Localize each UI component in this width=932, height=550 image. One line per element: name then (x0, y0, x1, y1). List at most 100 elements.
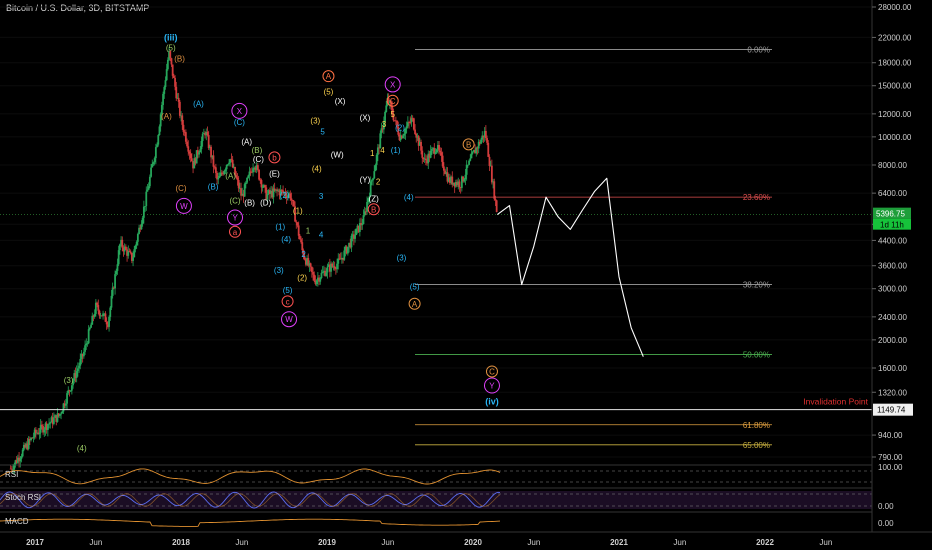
candle-body (478, 141, 481, 144)
candle-body (218, 176, 221, 178)
candle-body (462, 176, 464, 182)
candle-body (80, 353, 83, 359)
indicator-pane-stoch-rsi: Stoch RSI (0, 487, 872, 509)
candle-body (360, 223, 362, 226)
candle-body (19, 458, 22, 462)
wave-label: 4 (380, 146, 385, 155)
wave-label: (2) (280, 191, 290, 200)
price-tick-label: 1320.00 (878, 388, 907, 397)
price-tick-label: 2400.00 (878, 313, 907, 322)
candle-body (190, 158, 193, 162)
candle-body (176, 97, 179, 99)
candle-body (452, 182, 455, 185)
candle-body (33, 429, 36, 437)
candle-body (265, 187, 268, 200)
candle-body (247, 175, 250, 178)
wave-circle (175, 197, 192, 214)
wave-label: (A) (241, 138, 252, 147)
candle-body (406, 122, 409, 127)
candle-body (126, 249, 128, 256)
invalidation-badge (873, 403, 913, 416)
candle-body (171, 64, 174, 76)
fib-label: 61.80% (743, 421, 770, 430)
candle-body (351, 234, 354, 236)
candle-body (129, 251, 132, 253)
candle-body (368, 196, 371, 199)
candle-body (118, 244, 121, 251)
candle-body (350, 235, 353, 248)
wave-label: (3) (274, 266, 284, 275)
wave-label: (D) (260, 199, 271, 208)
wave-label: X (390, 80, 396, 89)
candle-body (490, 165, 493, 183)
time-tick-label: 2019 (318, 538, 336, 547)
wave-circle (462, 138, 475, 151)
candle-body (255, 165, 258, 170)
candle-body (216, 172, 218, 180)
candle-body (370, 180, 373, 182)
candle-body (66, 393, 68, 404)
wave-label: (1) (391, 146, 401, 155)
candle-body (174, 77, 176, 87)
wave-label: 1 (306, 226, 311, 235)
wave-label: (3) (64, 376, 74, 385)
candle-body (169, 51, 172, 59)
candle-body (234, 167, 236, 176)
candle-body (480, 139, 482, 144)
wave-label: X (237, 107, 243, 116)
price-tick-label: 28000.00 (878, 3, 912, 12)
candle-body (106, 324, 109, 327)
fib-label: 23.60% (743, 193, 770, 202)
candle-body (349, 242, 352, 248)
candle-body (34, 429, 37, 434)
candle-body (450, 176, 452, 183)
candle-body (314, 280, 317, 285)
wave-label: (4) (404, 193, 414, 202)
candle-body (26, 443, 29, 449)
candle-body (124, 246, 127, 250)
candle-body (296, 222, 299, 226)
wave-label: (iii) (164, 32, 178, 42)
indicator-axis-label: 0.00 (878, 519, 894, 528)
price-tick-label: 8000.00 (878, 161, 907, 170)
candle-body (241, 193, 244, 196)
time-axis[interactable]: 2017 Jun 2018 Jun 2019 Jun 2020 Jun 2021 Jun 2022 J… (26, 538, 832, 547)
time-tick-label: Jun (89, 538, 102, 547)
candle-body (361, 223, 364, 226)
candle-body (422, 157, 425, 160)
candle-body (150, 167, 152, 177)
price-axis[interactable]: 28000.00 22000.00 18000.00 15000.00 12000.00… (872, 3, 912, 462)
candle-body (483, 130, 486, 138)
wave-label: (5) (166, 44, 176, 53)
indicator-line (0, 468, 501, 485)
candle-body (243, 184, 246, 197)
candle-body (146, 189, 149, 192)
wave-label: (Z) (369, 194, 380, 203)
candle-body (76, 368, 79, 372)
price-tick-label: 18000.00 (878, 59, 912, 68)
candle-body (471, 151, 474, 154)
indicator-axis-label: 0.00 (878, 502, 894, 511)
grid (0, 6, 872, 458)
wave-label: (Y) (360, 176, 371, 185)
candle-body (261, 187, 264, 188)
candle-body (93, 313, 96, 317)
candle-body (246, 177, 248, 183)
candle-body (301, 242, 304, 251)
candle-body (344, 246, 347, 251)
price-tick-label: 940.00 (878, 431, 903, 440)
candle-body (44, 423, 47, 430)
candle-body (417, 136, 420, 146)
indicator-name: MACD (5, 517, 29, 526)
time-tick-label: 2021 (610, 538, 628, 547)
candle-body (175, 86, 178, 99)
candle-body (393, 120, 396, 122)
candle-body (178, 101, 181, 116)
candle-body (397, 126, 400, 135)
candle-body (195, 150, 198, 164)
wave-label: 4 (319, 231, 324, 240)
candle-body (252, 168, 254, 173)
candle-body (55, 415, 58, 422)
fib-levels: 0.00% 23.60% 38.20% 50.00% 61.80% 65.00% (415, 45, 772, 450)
